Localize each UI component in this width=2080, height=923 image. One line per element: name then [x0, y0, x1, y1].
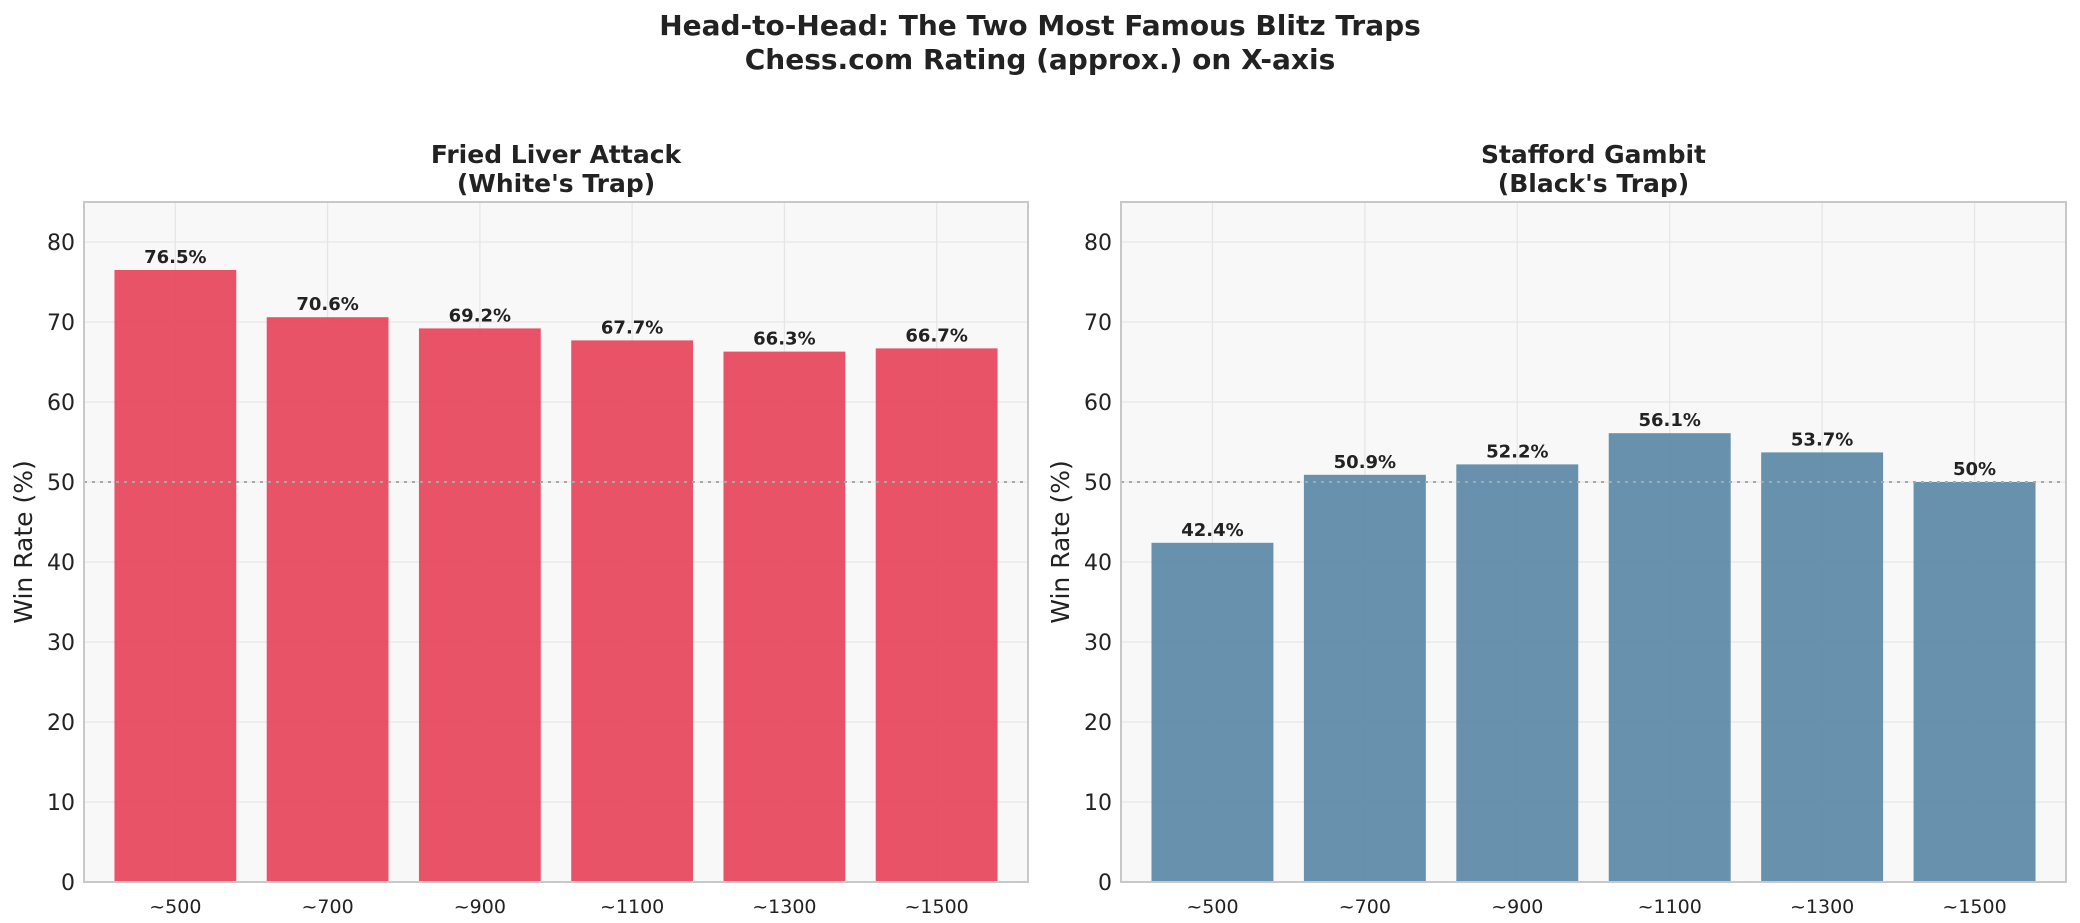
- y-tick-label: 20: [1084, 711, 1112, 736]
- bar-1300: [1761, 452, 1884, 882]
- data-label: 69.2%: [449, 305, 511, 326]
- y-axis-label: Win Rate (%): [9, 460, 38, 623]
- bar-500: [114, 270, 237, 882]
- y-tick-label: 50: [1084, 471, 1112, 496]
- x-tick-label: ~1100: [1638, 896, 1702, 918]
- data-label: 52.2%: [1486, 441, 1548, 462]
- chart-title-line-2: (White's Trap): [457, 169, 655, 198]
- plot-area: [84, 202, 1028, 882]
- data-label: 67.7%: [601, 317, 663, 338]
- data-label: 70.6%: [296, 294, 358, 315]
- chart-stafford-gambit: 42.4% 50.9% 52.2% 56.1% 53.7% 50% 0 10 20 30 40 50 6…: [1046, 140, 2067, 918]
- y-tick-label: 40: [1084, 551, 1112, 576]
- x-tick-label: ~1100: [600, 896, 664, 918]
- x-tick-label: ~1300: [1790, 896, 1854, 918]
- y-tick-label: 30: [1084, 631, 1112, 656]
- x-tick-label: ~500: [1186, 896, 1238, 918]
- y-tick-label: 70: [47, 311, 75, 336]
- y-tick-label: 0: [61, 871, 75, 896]
- y-tick-label: 60: [1084, 391, 1112, 416]
- y-tick-label: 10: [47, 791, 75, 816]
- plot-frame: [83, 201, 1029, 883]
- y-tick-label: 0: [1098, 871, 1112, 896]
- figure-title-line-1: Head-to-Head: The Two Most Famous Blitz …: [659, 9, 1421, 42]
- figure-title-line-2: Chess.com Rating (approx.) on X-axis: [744, 43, 1336, 76]
- x-tick-label: ~700: [302, 896, 354, 918]
- x-tick-label: ~1300: [752, 896, 816, 918]
- bar-500: [1151, 542, 1274, 882]
- x-tick-label: ~1500: [1942, 896, 2006, 918]
- x-tick-label: ~900: [454, 896, 506, 918]
- y-tick-label: 50: [47, 471, 75, 496]
- x-tick-label: ~900: [1491, 896, 1543, 918]
- y-tick-label: 10: [1084, 791, 1112, 816]
- x-tick-label: ~1500: [905, 896, 969, 918]
- y-tick-label: 80: [1084, 231, 1112, 256]
- data-label: 50%: [1953, 459, 1996, 480]
- x-tick-label: ~500: [149, 896, 201, 918]
- data-label: 53.7%: [1791, 429, 1853, 450]
- data-label: 66.7%: [905, 325, 967, 346]
- plot-frame: [1120, 201, 2067, 883]
- bar-1100: [1608, 433, 1731, 882]
- chart-title-line-2: (Black's Trap): [1498, 169, 1689, 198]
- y-tick-label: 40: [47, 551, 75, 576]
- data-label: 66.3%: [753, 329, 815, 350]
- bar-1300: [723, 351, 846, 883]
- y-tick-label: 70: [1084, 311, 1112, 336]
- data-label: 76.5%: [144, 247, 206, 268]
- chart-title-line-1: Fried Liver Attack: [431, 140, 683, 169]
- chart-fried-liver-attack: 76.5% 70.6% 69.2% 67.7% 66.3% 66.7% 0 10 20 30 40 5…: [9, 140, 1029, 918]
- y-tick-label: 60: [47, 391, 75, 416]
- bar-900: [1456, 464, 1579, 882]
- bar-700: [1303, 474, 1426, 882]
- bar-700: [266, 317, 389, 882]
- bar-1100: [571, 340, 694, 882]
- bar-1500: [875, 348, 998, 882]
- data-label: 42.4%: [1181, 520, 1243, 541]
- bar-900: [418, 328, 541, 882]
- y-tick-label: 30: [47, 631, 75, 656]
- data-label: 56.1%: [1638, 410, 1700, 431]
- y-axis-label: Win Rate (%): [1046, 460, 1075, 623]
- x-tick-label: ~700: [1339, 896, 1391, 918]
- bar-1500: [1913, 482, 2036, 882]
- data-label: 50.9%: [1334, 452, 1396, 473]
- y-tick-label: 80: [47, 231, 75, 256]
- y-tick-label: 20: [47, 711, 75, 736]
- chart-title-line-1: Stafford Gambit: [1481, 140, 1706, 169]
- plot-area: [1121, 202, 2066, 882]
